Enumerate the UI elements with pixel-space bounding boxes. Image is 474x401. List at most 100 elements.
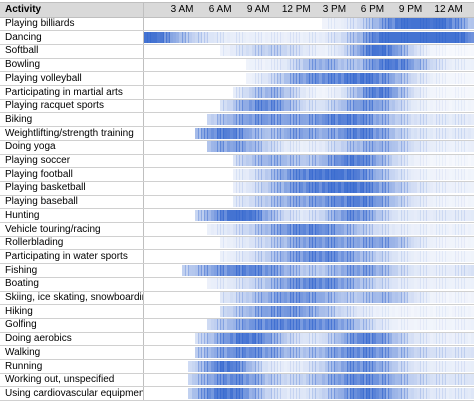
heat-cell bbox=[391, 360, 396, 372]
heat-cell bbox=[407, 360, 412, 372]
heat-cell bbox=[251, 374, 256, 386]
heat-cell bbox=[229, 387, 234, 399]
heat-cell bbox=[410, 250, 415, 262]
heat-cell bbox=[435, 59, 440, 71]
heat-cell bbox=[258, 72, 262, 84]
heat-cell bbox=[337, 45, 342, 57]
heat-cell bbox=[381, 209, 386, 221]
heat-cell bbox=[226, 292, 231, 303]
heat-cell bbox=[251, 360, 256, 372]
heat-cell bbox=[458, 237, 462, 249]
heat-cell bbox=[232, 182, 237, 194]
heat-cell bbox=[362, 196, 367, 208]
heat-cell bbox=[375, 86, 380, 98]
heat-cell bbox=[442, 182, 447, 194]
heat-cell bbox=[248, 141, 253, 153]
heat-cell bbox=[258, 346, 262, 358]
heat-cell bbox=[293, 196, 297, 208]
heat-cell bbox=[353, 278, 358, 290]
heat-cell bbox=[302, 305, 307, 317]
heat-cell bbox=[410, 223, 415, 235]
heat-cell bbox=[410, 86, 415, 98]
heat-cell bbox=[299, 209, 304, 221]
heat-cell bbox=[372, 182, 377, 194]
heat-cell bbox=[464, 127, 469, 139]
heat-cell bbox=[442, 264, 447, 276]
heat-cell bbox=[442, 18, 447, 29]
activity-label: Biking bbox=[5, 113, 33, 125]
heat-cell bbox=[261, 237, 266, 249]
heat-cell bbox=[274, 237, 278, 249]
heat-cell bbox=[251, 182, 256, 194]
heat-cell bbox=[248, 72, 253, 84]
heat-cell bbox=[321, 387, 326, 399]
heat-cell bbox=[274, 127, 278, 139]
heat-cell bbox=[470, 72, 474, 84]
heat-cell bbox=[464, 113, 469, 125]
heat-cell bbox=[296, 72, 301, 84]
heat-cell bbox=[267, 374, 272, 386]
heat-cell bbox=[458, 45, 462, 57]
heat-cell bbox=[356, 374, 361, 386]
heat-cell bbox=[220, 45, 224, 57]
heat-cell bbox=[454, 168, 459, 180]
heat-cell bbox=[432, 209, 437, 221]
heat-cell bbox=[242, 250, 247, 262]
heat-cell bbox=[442, 196, 447, 208]
time-tick-label: 3 AM bbox=[170, 4, 194, 15]
heat-cell bbox=[239, 31, 243, 43]
heat-cell bbox=[289, 45, 294, 57]
heat-cell bbox=[401, 292, 405, 303]
heat-cell bbox=[432, 360, 437, 372]
heat-cell bbox=[258, 387, 262, 399]
heat-cell bbox=[309, 333, 313, 345]
heat-cell bbox=[309, 346, 313, 358]
heat-cell bbox=[207, 360, 212, 372]
heat-cell bbox=[439, 292, 443, 303]
heat-cell bbox=[305, 237, 310, 249]
heat-cell bbox=[350, 387, 355, 399]
heat-cell bbox=[264, 155, 269, 166]
heat-cell bbox=[385, 141, 389, 153]
heat-cell bbox=[435, 250, 440, 262]
heat-cell bbox=[448, 264, 453, 276]
heat-cell bbox=[369, 113, 374, 125]
heat-cell bbox=[401, 141, 405, 153]
heat-cell bbox=[343, 319, 348, 331]
heat-cell bbox=[461, 223, 466, 235]
heat-cell bbox=[350, 264, 355, 276]
heat-cell bbox=[385, 223, 389, 235]
heat-cell bbox=[289, 264, 294, 276]
heat-cell bbox=[470, 182, 474, 194]
heat-cell bbox=[251, 305, 256, 317]
heat-cell bbox=[416, 31, 421, 43]
heat-cell bbox=[312, 333, 316, 345]
heat-cell bbox=[410, 319, 415, 331]
heat-cell bbox=[416, 182, 421, 194]
heat-cell bbox=[163, 31, 167, 43]
heat-cell bbox=[366, 155, 370, 166]
heat-cell bbox=[442, 209, 447, 221]
activity-label: Playing billiards bbox=[5, 18, 75, 29]
heat-cell bbox=[280, 113, 285, 125]
heat-cell bbox=[299, 196, 304, 208]
heat-cell bbox=[432, 155, 437, 166]
heat-cell bbox=[461, 346, 466, 358]
heat-cell bbox=[318, 72, 323, 84]
heat-cell bbox=[356, 333, 361, 345]
heat-cell bbox=[359, 387, 364, 399]
heat-cell bbox=[343, 278, 348, 290]
heat-cell bbox=[302, 374, 307, 386]
heat-cell bbox=[223, 237, 228, 249]
heat-cell bbox=[242, 182, 247, 194]
heat-cell bbox=[283, 31, 288, 43]
heat-cell bbox=[359, 127, 364, 139]
heat-cell bbox=[435, 209, 440, 221]
heat-cell bbox=[347, 31, 351, 43]
heat-cell bbox=[213, 264, 218, 276]
heat-cell bbox=[359, 333, 364, 345]
row-gridline bbox=[0, 112, 474, 114]
heat-cell bbox=[375, 18, 380, 29]
heat-cell bbox=[318, 223, 323, 235]
heat-cell bbox=[267, 250, 272, 262]
